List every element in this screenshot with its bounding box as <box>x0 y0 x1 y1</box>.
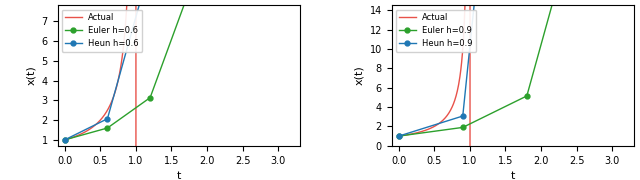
Line: Heun h=0.6: Heun h=0.6 <box>62 0 281 142</box>
Heun h=0.9 <box>459 115 467 117</box>
Actual <box>120 48 127 50</box>
Y-axis label: x(t): x(t) <box>354 66 364 86</box>
Euler h=0.9 <box>459 126 467 129</box>
Heun h=0.6 <box>61 139 68 141</box>
Actual <box>499 166 506 168</box>
Actual <box>120 41 128 43</box>
Actual <box>61 139 68 141</box>
Line: Euler h=0.6: Euler h=0.6 <box>62 0 281 142</box>
Euler h=0.6 <box>61 139 68 141</box>
Actual <box>609 150 616 152</box>
Heun h=0.6 <box>104 118 111 120</box>
Line: Heun h=0.9: Heun h=0.9 <box>396 0 640 139</box>
Actual <box>511 160 519 162</box>
Legend: Actual, Euler h=0.6, Heun h=0.6: Actual, Euler h=0.6, Heun h=0.6 <box>62 10 142 51</box>
Actual <box>497 167 505 169</box>
Y-axis label: x(t): x(t) <box>26 66 36 86</box>
Actual <box>571 151 579 154</box>
Actual <box>395 135 403 137</box>
X-axis label: t: t <box>511 171 515 180</box>
Actual <box>604 150 612 152</box>
Line: Actual: Actual <box>65 0 188 180</box>
Line: Euler h=0.9: Euler h=0.9 <box>396 0 640 139</box>
Euler h=0.9 <box>395 135 403 137</box>
Euler h=0.6 <box>104 127 111 129</box>
Actual <box>523 157 531 159</box>
Legend: Actual, Euler h=0.9, Heun h=0.9: Actual, Euler h=0.9, Heun h=0.9 <box>396 10 476 51</box>
Line: Actual: Actual <box>399 0 612 180</box>
Euler h=0.9 <box>523 95 531 97</box>
Heun h=0.9 <box>395 135 403 137</box>
Euler h=0.6 <box>147 96 154 99</box>
X-axis label: t: t <box>177 171 180 180</box>
